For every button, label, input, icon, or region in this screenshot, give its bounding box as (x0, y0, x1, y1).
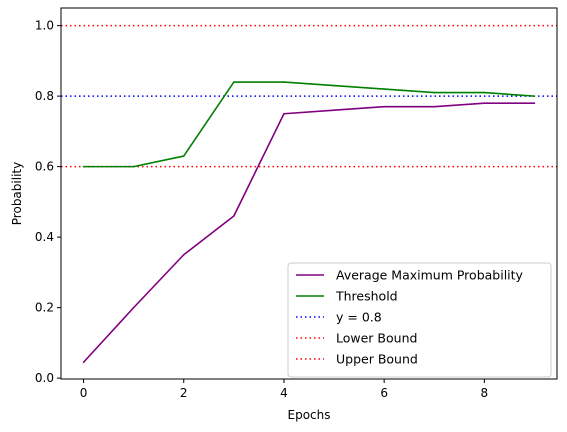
data-point-threshold-5 (333, 84, 335, 87)
x-axis: 0 2 4 6 8 (80, 379, 488, 400)
x-axis-label: Epochs (288, 408, 331, 422)
data-point-threshold-6 (383, 88, 385, 90)
data-point-average-maximum-probability-3 (233, 215, 235, 217)
legend-label: Threshold (335, 289, 398, 304)
data-point-threshold-2 (182, 155, 185, 157)
x-tick-label: 4 (280, 386, 288, 400)
data-point-threshold-1 (132, 165, 135, 168)
y-tick-label: 0.4 (35, 230, 54, 244)
data-point-threshold-0 (82, 165, 85, 168)
legend-label: Lower Bound (336, 331, 417, 346)
data-point-average-maximum-probability-8 (483, 102, 486, 104)
data-point-average-maximum-probability-0 (82, 361, 85, 364)
x-tick-label: 2 (180, 386, 188, 400)
series-line-average-maximum-probability (82, 102, 535, 363)
legend-label: Average Maximum Probability (336, 268, 524, 283)
y-tick-label: 0.0 (35, 371, 54, 385)
y-tick-label: 0.6 (35, 160, 54, 174)
data-point-average-maximum-probability-5 (333, 109, 335, 112)
data-point-average-maximum-probability-7 (433, 105, 436, 108)
x-tick-label: 8 (481, 386, 489, 400)
data-point-average-maximum-probability-9 (533, 102, 536, 104)
y-axis: 0.0 0.2 0.4 0.6 0.8 1.0 (35, 19, 61, 385)
y-tick-label: 1.0 (35, 19, 54, 33)
data-point-threshold-4 (283, 81, 285, 83)
data-point-threshold-8 (483, 91, 486, 94)
x-tick-label: 0 (80, 386, 88, 400)
axes-frame (60, 7, 558, 380)
legend: Average Maximum Probability Threshold y = … (287, 262, 552, 378)
data-point-threshold-9 (533, 95, 536, 97)
data-point-average-maximum-probability-6 (383, 105, 385, 108)
y-tick-label: 0.2 (35, 301, 54, 315)
data-point-average-maximum-probability-2 (182, 253, 185, 256)
legend-label: y = 0.8 (336, 310, 382, 325)
data-point-average-maximum-probability-1 (132, 306, 135, 309)
data-point-threshold-3 (233, 81, 235, 83)
legend-box (287, 262, 552, 378)
legend-label: Upper Bound (336, 352, 418, 367)
x-tick-label: 6 (380, 386, 388, 400)
data-point-threshold-7 (433, 91, 436, 94)
y-axis-label: Probability (10, 162, 24, 225)
series-line-threshold (83, 81, 535, 168)
y-tick-label: 0.8 (35, 89, 54, 103)
data-point-average-maximum-probability-4 (283, 112, 285, 115)
series-layer (61, 24, 557, 364)
